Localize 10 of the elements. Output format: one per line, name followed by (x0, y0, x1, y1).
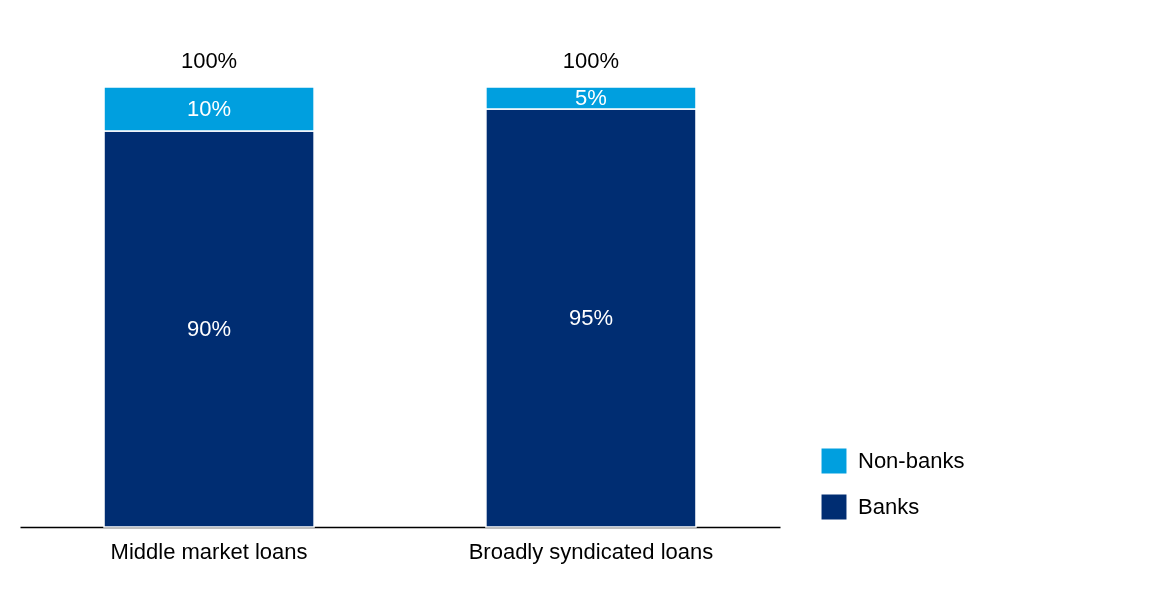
data-label: 10% (187, 96, 232, 121)
legend-label: Non-banks (858, 448, 965, 473)
data-label: 5% (575, 85, 607, 110)
x-tick-label: Broadly syndicated loans (468, 538, 714, 564)
legend-label: Banks (858, 494, 920, 519)
data-label: 90% (187, 316, 232, 341)
x-tick-label: Middle market loans (110, 538, 308, 564)
total-label: 100% (562, 48, 620, 73)
data-label: 95% (568, 305, 613, 330)
total-label: 100% (180, 48, 238, 73)
